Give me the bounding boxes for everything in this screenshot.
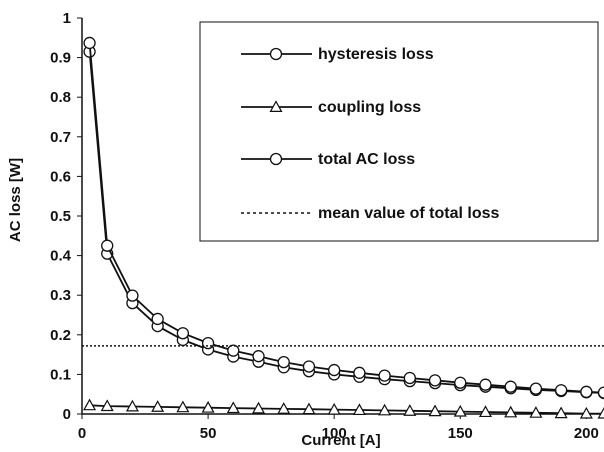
data-point: [83, 36, 96, 50]
data-point: [597, 386, 604, 399]
data-point: [302, 360, 316, 373]
data-point: [101, 239, 114, 252]
data-point: [529, 382, 543, 395]
plot-area: [82, 36, 604, 419]
legend-box: [199, 21, 599, 242]
data-point: [227, 344, 240, 357]
y-tick-label: 0.2: [50, 327, 71, 344]
data-point: [428, 374, 442, 387]
y-tick-label: 0.4: [50, 248, 72, 265]
x-axis-title: Current [A]: [301, 432, 380, 449]
data-point: [428, 404, 442, 417]
y-tick-label: 0.1: [50, 366, 71, 383]
data-point: [453, 404, 467, 417]
x-tick-label: 150: [448, 425, 473, 442]
data-point: [478, 405, 492, 418]
data-point: [504, 405, 518, 418]
legend-sample-marker: [269, 47, 283, 61]
y-tick-label: 0.3: [50, 287, 71, 304]
data-point: [378, 369, 391, 382]
data-point: [403, 404, 417, 416]
data-point: [579, 406, 593, 419]
data-point: [504, 380, 517, 393]
y-axis-ticks: 0 0.1 0.2 0.3 0.4 0.5 0.6 0.7 0.8 0.9 1: [50, 10, 82, 423]
series-coupling-loss: [83, 398, 604, 419]
y-axis-title: AC loss [W]: [7, 158, 24, 242]
data-point: [151, 312, 164, 326]
data-point: [226, 401, 240, 414]
data-point: [454, 376, 467, 389]
data-point: [201, 336, 215, 350]
data-point: [327, 402, 341, 415]
legend-label-hysteresis-loss: hysteresis loss: [318, 46, 434, 63]
data-point: [201, 400, 215, 413]
data-point: [151, 400, 165, 412]
y-tick-label: 0.9: [50, 50, 71, 67]
data-point: [580, 385, 593, 398]
data-point: [277, 402, 291, 414]
data-point: [83, 398, 97, 411]
legend: hysteresis loss coupling loss total AC l…: [199, 21, 599, 242]
data-point: [126, 289, 139, 302]
data-point: [479, 378, 492, 391]
data-point: [176, 327, 190, 340]
series-line: [88, 51, 604, 394]
legend-sample-marker: [269, 100, 283, 113]
legend-samples: [241, 47, 312, 214]
data-point: [328, 363, 341, 377]
data-point: [176, 400, 190, 413]
x-tick-label: 0: [78, 425, 86, 442]
x-tick-label: 200: [574, 425, 599, 442]
data-point: [353, 366, 366, 379]
series-line: [88, 42, 604, 394]
legend-sample-marker: [269, 152, 283, 166]
data-point: [597, 406, 604, 419]
series-line: [89, 404, 604, 415]
data-point: [378, 403, 392, 416]
data-point: [554, 384, 568, 397]
data-point: [302, 402, 316, 415]
data-point: [100, 399, 114, 412]
y-tick-label: 0.8: [50, 89, 71, 106]
data-point: [554, 406, 568, 419]
x-tick-label: 50: [200, 425, 217, 442]
y-tick-label: 0.5: [50, 208, 71, 225]
data-point: [352, 403, 366, 416]
data-point: [277, 355, 290, 369]
legend-label-total-ac-loss: total AC loss: [318, 151, 415, 168]
data-point: [403, 371, 416, 385]
data-point: [529, 406, 543, 418]
data-point: [252, 350, 265, 363]
x-tick-label: 100: [322, 425, 347, 442]
series-total-ac-loss: [83, 36, 604, 399]
data-point: [252, 401, 266, 414]
y-tick-label: 1: [63, 10, 71, 27]
y-tick-label: 0.6: [50, 168, 71, 185]
legend-label-mean-total-loss: mean value of total loss: [318, 205, 499, 222]
y-tick-label: 0.7: [50, 129, 71, 146]
data-point: [125, 399, 139, 412]
legend-label-coupling-loss: coupling loss: [318, 99, 421, 116]
y-tick-label: 0: [63, 406, 71, 423]
